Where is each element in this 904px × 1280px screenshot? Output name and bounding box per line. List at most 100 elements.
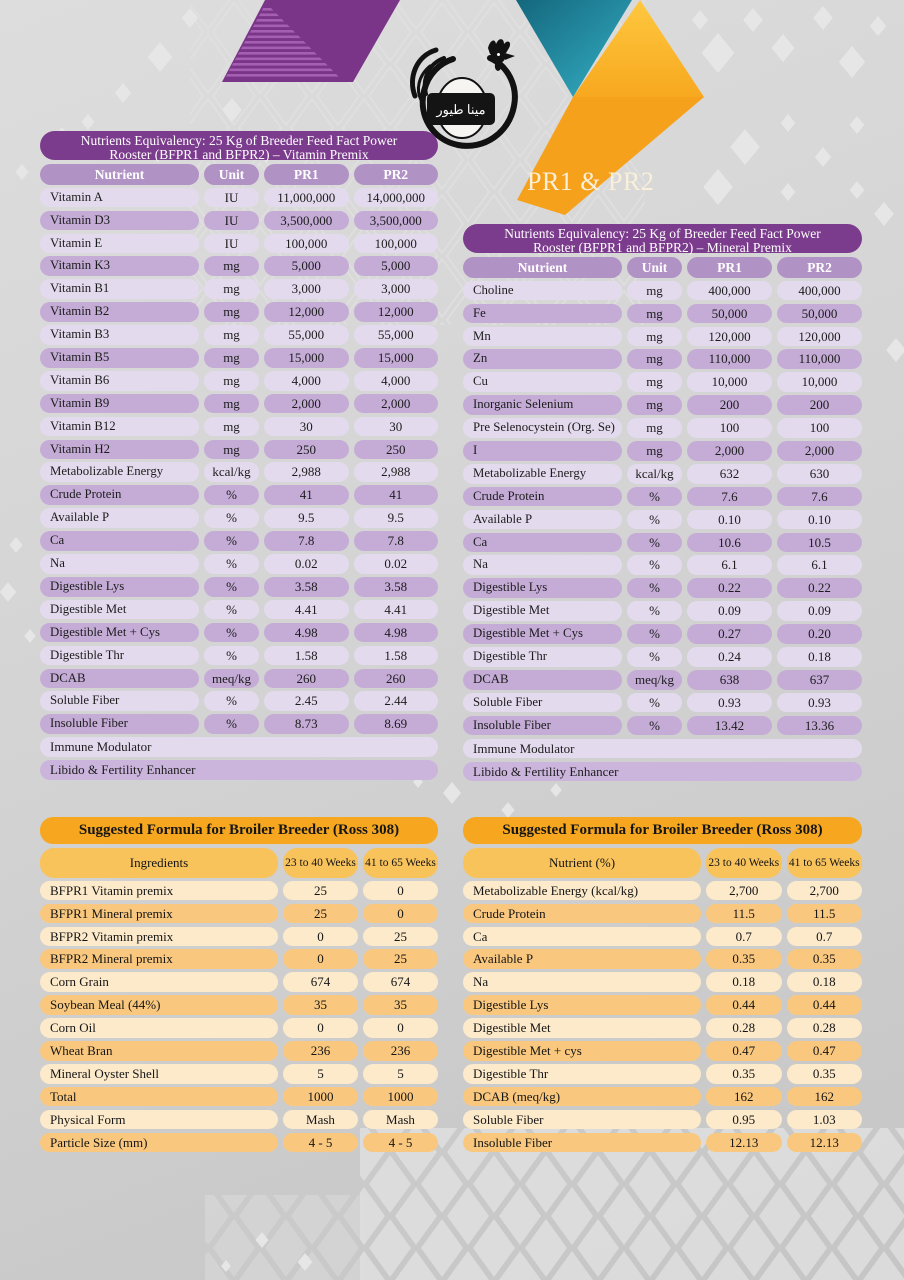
nutrient-cell: Fe	[463, 303, 622, 324]
unit-cell: mg	[204, 348, 259, 368]
table-row: Available P % 9.5 9.5	[40, 508, 438, 528]
pr1-value-cell: 0.27	[687, 624, 772, 644]
table-row: Soluble Fiber 0.95 1.03	[463, 1109, 862, 1130]
column-header-pr2: PR2	[353, 163, 438, 185]
name-cell: Soluble Fiber	[463, 1109, 701, 1130]
table-rows: Metabolizable Energy (kcal/kg) 2,700 2,7…	[463, 880, 862, 1153]
nutrient-cell: Cu	[463, 372, 622, 392]
unit-cell: kcal/kg	[627, 463, 682, 484]
pr1-value-cell: 4,000	[264, 370, 349, 391]
weeks-23-40-value-cell: 0.35	[706, 949, 782, 970]
weeks-41-65-value-cell: 0.18	[786, 972, 862, 992]
nutrient-cell: Choline	[463, 280, 622, 301]
nutrient-cell: Digestible Met + Cys	[40, 622, 199, 643]
column-header-nutrient: Nutrient	[40, 163, 199, 185]
brand-diamond-graphic	[516, 0, 704, 215]
logo-plate	[427, 93, 495, 125]
pr2-value-cell: 3,000	[353, 279, 438, 299]
unit-cell: mg	[204, 393, 259, 414]
nutrient-cell: Digestible Met	[40, 599, 199, 620]
table-footer-rows: Immune Modulator Libido & Fertility Enha…	[40, 737, 438, 780]
table-row: I mg 2,000 2,000	[463, 441, 862, 461]
table-row: BFPR1 Vitamin premix 25 0	[40, 880, 438, 901]
nutrient-cell: Vitamin B12	[40, 416, 199, 437]
weeks-23-40-value-cell: 0.47	[706, 1041, 782, 1061]
name-cell: Available P	[463, 949, 701, 970]
unit-cell: meq/kg	[204, 668, 259, 689]
pr2-value-cell: 120,000	[777, 326, 862, 347]
pr1-value-cell: 2,988	[264, 462, 349, 483]
table-row: Metabolizable Energy kcal/kg 2,988 2,988	[40, 462, 438, 483]
mineral-premix-table: Nutrients Equivalency: 25 Kg of Breeder …	[463, 224, 862, 782]
table-row: Cu mg 10,000 10,000	[463, 372, 862, 392]
nutrient-cell: Na	[40, 554, 199, 574]
table-row: Fe mg 50,000 50,000	[463, 303, 862, 324]
weeks-41-65-value-cell: 0.7	[786, 926, 862, 947]
nutrient-cell: Vitamin B5	[40, 348, 199, 368]
nutrient-cell: Vitamin E	[40, 233, 199, 254]
nutrient-cell: Mn	[463, 326, 622, 347]
table-row: Digestible Lys % 0.22 0.22	[463, 578, 862, 598]
pr1-value-cell: 100,000	[264, 233, 349, 254]
rooster-head	[488, 39, 515, 71]
unit-cell: mg	[627, 441, 682, 461]
pr2-value-cell: 260	[353, 668, 438, 689]
pr2-value-cell: 2,000	[777, 441, 862, 461]
weeks-23-40-value-cell: Mash	[283, 1109, 358, 1130]
nutrient-cell: DCAB	[40, 668, 199, 689]
nutrient-cell: Vitamin B3	[40, 325, 199, 345]
name-cell: DCAB (meq/kg)	[463, 1086, 701, 1107]
weeks-23-40-value-cell: 5	[283, 1063, 358, 1084]
table-row: Digestible Met % 0.09 0.09	[463, 601, 862, 621]
column-header-weeks-41-65: 41 to 65 Weeks	[786, 847, 862, 878]
weeks-23-40-value-cell: 12.13	[706, 1132, 782, 1153]
unit-cell: IU	[204, 210, 259, 231]
nutrient-cell: Pre Selenocystein (Org. Se)	[463, 418, 622, 438]
weeks-23-40-value-cell: 0	[283, 926, 358, 947]
table-row: Digestible Lys 0.44 0.44	[463, 995, 862, 1015]
unit-cell: mg	[627, 326, 682, 347]
pr2-value-cell: 1.58	[353, 645, 438, 666]
weeks-23-40-value-cell: 25	[283, 880, 358, 901]
name-cell: Particle Size (mm)	[40, 1132, 278, 1153]
name-cell: Crude Protein	[463, 903, 701, 924]
table-row: Soluble Fiber % 0.93 0.93	[463, 692, 862, 713]
logo-arabic-text: مينا طيور	[435, 102, 485, 118]
nutrient-cell: Vitamin H2	[40, 439, 199, 460]
name-cell: BFPR2 Mineral premix	[40, 949, 278, 970]
table-row: Available P % 0.10 0.10	[463, 509, 862, 530]
column-header-row: Nutrient Unit PR1 PR2	[463, 256, 862, 278]
title-line-2: Rooster (BFPR1 and BFPR2) – Mineral Prem…	[533, 240, 792, 255]
pr1-value-cell: 11,000,000	[264, 187, 349, 208]
table-row: Pre Selenocystein (Org. Se) mg 100 100	[463, 418, 862, 438]
weeks-23-40-value-cell: 0.18	[706, 972, 782, 992]
formula-nutrients-table: Suggested Formula for Broiler Breeder (R…	[463, 817, 862, 1153]
table-title: Suggested Formula for Broiler Breeder (R…	[40, 817, 438, 844]
unit-cell: mg	[204, 279, 259, 299]
name-cell: Mineral Oyster Shell	[40, 1063, 278, 1084]
pr1-value-cell: 0.24	[687, 647, 772, 667]
unit-cell: mg	[627, 418, 682, 438]
name-cell: Wheat Bran	[40, 1041, 278, 1061]
unit-cell: mg	[204, 325, 259, 345]
table-row: Digestible Thr 0.35 0.35	[463, 1063, 862, 1084]
rooster-body	[410, 47, 518, 149]
pr2-value-cell: 637	[777, 669, 862, 690]
pr1-value-cell: 10.6	[687, 532, 772, 553]
weeks-41-65-value-cell: 236	[363, 1041, 438, 1061]
weeks-23-40-value-cell: 1000	[283, 1086, 358, 1107]
table-row: Vitamin B5 mg 15,000 15,000	[40, 348, 438, 368]
table-row: Metabolizable Energy (kcal/kg) 2,700 2,7…	[463, 880, 862, 901]
table-row: Vitamin E IU 100,000 100,000	[40, 233, 438, 254]
pr2-value-cell: 12,000	[353, 302, 438, 322]
table-row: Na 0.18 0.18	[463, 972, 862, 992]
table-row: DCAB meq/kg 638 637	[463, 669, 862, 690]
table-row: Vitamin H2 mg 250 250	[40, 439, 438, 460]
pr2-value-cell: 30	[353, 416, 438, 437]
pr1-value-cell: 30	[264, 416, 349, 437]
unit-cell: %	[204, 714, 259, 734]
pr1-value-cell: 2,000	[264, 393, 349, 414]
pr2-value-cell: 15,000	[353, 348, 438, 368]
pr2-value-cell: 200	[777, 395, 862, 415]
name-cell: Digestible Met + cys	[463, 1041, 701, 1061]
